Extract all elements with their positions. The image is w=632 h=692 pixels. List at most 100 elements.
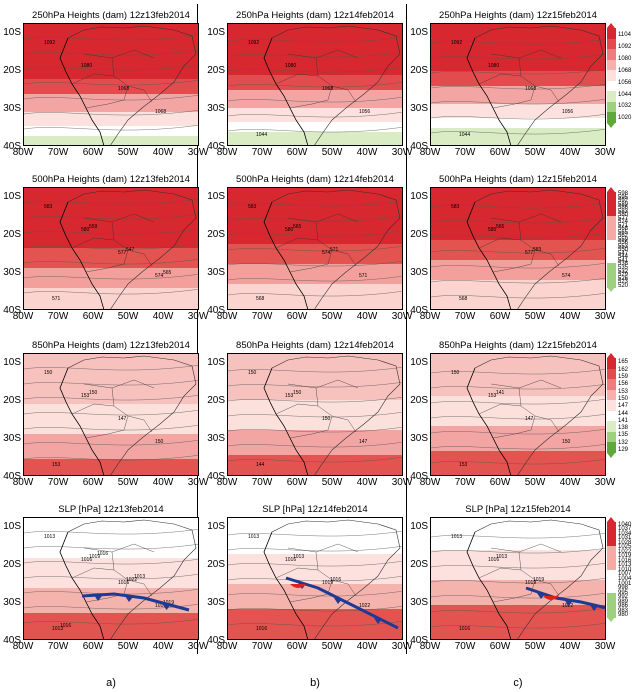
contour-label: 1010 — [155, 603, 166, 609]
contour-line — [228, 82, 402, 88]
panel-title: SLP [hPa] 12z15feb2014 — [465, 504, 571, 515]
contour-line — [431, 548, 605, 554]
contour-line — [431, 459, 605, 465]
column-label: c) — [513, 677, 523, 689]
contour-line — [431, 54, 605, 60]
country-border — [287, 379, 359, 389]
y-axis-label: 30S — [3, 103, 21, 114]
country-border — [111, 57, 115, 77]
country-border — [490, 213, 562, 223]
contour-label: 1013 — [44, 534, 55, 540]
y-axis-label: 20S — [3, 395, 21, 406]
contour-line — [24, 425, 198, 431]
contour-line — [24, 65, 198, 71]
colorbar-segment — [607, 215, 616, 240]
colorbar-segment — [607, 545, 616, 570]
colorbar-label: 150 — [618, 395, 629, 402]
contour-line — [228, 97, 402, 103]
contour-line — [431, 218, 605, 224]
colorbar-segment — [607, 70, 616, 82]
front-triangle — [564, 600, 573, 606]
x-axis-label: 70W — [454, 641, 476, 652]
country-border — [478, 237, 502, 249]
y-axis-label: 30S — [207, 103, 225, 114]
contour-line — [228, 382, 402, 388]
colorbar-label: 550 — [618, 247, 629, 254]
colorbar-label: 556 — [618, 240, 629, 247]
coastline — [466, 367, 512, 475]
colorbar-label: 532 — [618, 268, 629, 275]
contour-label: 547 — [126, 247, 135, 253]
contour-label: 1056 — [359, 109, 370, 115]
x-axis-label: 60W — [286, 477, 308, 488]
contour-line — [431, 623, 605, 629]
country-border — [500, 237, 536, 265]
country-border — [275, 237, 299, 249]
contour-line — [228, 276, 402, 282]
colorbar-label: 1016 — [618, 557, 632, 564]
x-axis-label: 30W — [391, 147, 413, 158]
colorbar-label: 526 — [618, 275, 629, 282]
colorbar-label: 1007 — [618, 571, 632, 578]
country-border — [289, 593, 329, 603]
x-axis-label: 80W — [419, 641, 441, 652]
warm-front — [543, 596, 559, 600]
coastline — [466, 531, 512, 639]
contour-line — [431, 233, 605, 239]
colorbar-label: 998 — [618, 585, 629, 592]
contour-label: 150 — [322, 416, 331, 422]
contour-line — [431, 293, 605, 299]
coastline — [59, 37, 105, 145]
colorbar-label: 520 — [618, 282, 629, 289]
colorbar-label: 598 — [618, 191, 629, 198]
colorbar-segment — [607, 59, 616, 71]
y-axis-label: 20S — [207, 395, 225, 406]
x-axis-label: 70W — [47, 147, 69, 158]
x-axis-label: 50W — [117, 641, 139, 652]
country-border — [289, 429, 329, 439]
contour-line — [24, 410, 198, 416]
contour-label: 150 — [155, 439, 164, 445]
x-axis-label: 50W — [117, 477, 139, 488]
colorbar-label: 1032 — [618, 103, 632, 110]
contour-line — [431, 399, 605, 405]
contour-label: 150 — [562, 439, 571, 445]
coastline — [59, 531, 105, 639]
map-svg: 1092 1080 1068 1056 1044 — [431, 24, 605, 145]
map-svg: 1092 1080 1068 1068 — [24, 24, 198, 145]
height-band — [228, 188, 402, 254]
contour-label: 580 — [285, 227, 294, 233]
colorbar-segment — [607, 522, 616, 547]
contour-label: 150 — [451, 370, 460, 376]
height-band — [431, 605, 605, 639]
x-axis-label: 80W — [12, 477, 34, 488]
coastline — [466, 37, 512, 145]
country-border — [500, 73, 536, 101]
panel-title: 250hPa Heights (dam) 12z15feb2014 — [439, 10, 597, 21]
y-axis-label: 40S — [410, 141, 428, 152]
country-border — [315, 57, 319, 77]
contour-label: 1022 — [562, 603, 573, 609]
map-panel: 1013 1016 1016 1010 1013 1019 1022 1019 1016 1016… — [23, 517, 199, 640]
country-border — [83, 379, 155, 389]
x-axis-label: 40W — [559, 311, 581, 322]
x-axis-label: 60W — [286, 641, 308, 652]
colorbar-label: 565 — [618, 229, 629, 236]
country-border — [492, 429, 532, 439]
y-axis-label: 10S — [410, 357, 428, 368]
contour-label: 565 — [496, 224, 505, 230]
x-axis-label: 80W — [216, 147, 238, 158]
contour-label: 150 — [293, 390, 302, 396]
colorbar-bottom-arrow — [607, 287, 615, 292]
colorbar-label: 159 — [618, 374, 629, 380]
x-axis-label: 40W — [152, 477, 174, 488]
colorbar-label: 135 — [618, 432, 629, 439]
colorbar-label: 1020 — [618, 115, 632, 122]
contour-label: 1019 — [533, 577, 544, 583]
contour-line — [24, 244, 198, 250]
country-border — [127, 415, 153, 433]
contour-line — [431, 39, 605, 45]
y-axis-label: 40S — [207, 635, 225, 646]
